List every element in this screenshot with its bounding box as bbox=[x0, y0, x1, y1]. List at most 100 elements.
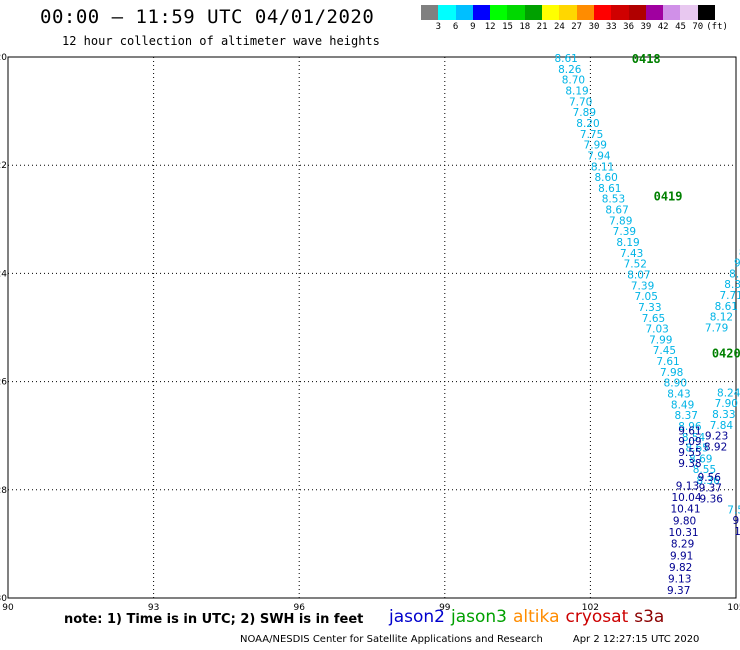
wave-height-value: 7.71 bbox=[719, 290, 740, 302]
footer-note: note: 1) Time is in UTC; 2) SWH is in fe… bbox=[64, 612, 364, 627]
lon-tick-label: 105 bbox=[727, 603, 740, 613]
wave-height-value: 8.70 bbox=[562, 75, 585, 87]
wave-height-value: 7.84 bbox=[710, 420, 734, 432]
altimeter-track: 8.107.438.429.358.778.397.718.618.127.79 bbox=[705, 247, 740, 335]
wave-height-value: 7.33 bbox=[638, 302, 661, 314]
color-scale-label: 12 bbox=[484, 22, 496, 32]
credit-text: NOAA/NESDIS Center for Satellite Applica… bbox=[240, 634, 543, 645]
color-swatch bbox=[628, 5, 646, 20]
wave-height-value: 9.37 bbox=[699, 483, 722, 495]
wave-height-value: 7.39 bbox=[631, 280, 654, 292]
wave-height-value: 9.13 bbox=[668, 574, 691, 586]
color-scale-label: 45 bbox=[675, 22, 686, 32]
wave-height-value: 7.65 bbox=[642, 313, 665, 325]
legend-item-jason3: jason3 bbox=[451, 607, 507, 627]
wave-height-value: 8.11 bbox=[591, 161, 614, 173]
lon-tick-label: 99 bbox=[439, 603, 451, 613]
lat-tick-label: -30 bbox=[0, 594, 7, 604]
wave-height-value: 8.65 bbox=[685, 443, 708, 455]
altimeter-tracks: 8.618.268.708.197.707.898.207.757.997.94… bbox=[554, 53, 740, 597]
wave-height-value: 9.09 bbox=[678, 436, 701, 448]
color-scale-label: 9 bbox=[470, 22, 476, 32]
wave-height-value: 7.75 bbox=[580, 129, 603, 141]
wave-height-value: 8.77 bbox=[729, 268, 740, 280]
lon-tick-label: 93 bbox=[148, 603, 159, 613]
map-grid bbox=[8, 57, 736, 598]
wave-height-value: 9.91 bbox=[670, 550, 693, 562]
altimeter-track: 7.59 bbox=[727, 504, 740, 516]
page-subtitle: 12 hour collection of altimeter wave hei… bbox=[62, 34, 380, 48]
color-scale-label: (ft) bbox=[706, 22, 728, 32]
wave-height-value: 9.37 bbox=[667, 585, 690, 597]
wave-height-value: 9.82 bbox=[669, 562, 692, 574]
page-title: 00:00 – 11:59 UTC 04/01/2020 bbox=[40, 6, 375, 28]
color-scale-label: 70 bbox=[692, 22, 704, 32]
wave-height-value: 7.05 bbox=[635, 291, 658, 303]
wave-height-value: 9.38 bbox=[678, 458, 701, 470]
color-swatch bbox=[576, 5, 594, 20]
color-scale-label: 21 bbox=[536, 22, 548, 32]
wave-height-value: 9.36 bbox=[700, 493, 724, 505]
lat-tick-label: -22 bbox=[0, 161, 7, 171]
wave-height-value: 9.14 bbox=[733, 515, 740, 527]
wave-height-value: 7.43 bbox=[620, 248, 643, 260]
wave-height-value: 8.61 bbox=[598, 183, 621, 195]
color-scale-label: 33 bbox=[605, 22, 617, 32]
color-scale-labels: 3 6 9 12 15 18 21 24 27 30 33 36 39 42 45 70 (ft) bbox=[421, 22, 740, 34]
color-scale-label: 27 bbox=[571, 22, 583, 32]
track-time-labels: 041804190420024800 bbox=[632, 52, 740, 360]
wave-height-value: 10.01 bbox=[739, 537, 740, 549]
color-swatch bbox=[559, 5, 577, 20]
wave-height-value: 8.42 bbox=[739, 247, 740, 259]
lon-tick-label: 96 bbox=[293, 603, 305, 613]
altimeter-track: 8.247.908.337.84 bbox=[710, 387, 740, 431]
wave-height-value: 8.26 bbox=[558, 64, 582, 76]
wave-height-value: 9.23 bbox=[705, 431, 728, 443]
wave-height-value: 8.07 bbox=[627, 269, 650, 281]
color-swatch bbox=[593, 5, 612, 20]
satellite-legend: jason2 jason3 altika cryosat s3a bbox=[389, 607, 670, 627]
wave-height-value: 8.20 bbox=[576, 118, 599, 130]
color-scale-label: 6 bbox=[452, 22, 459, 32]
color-swatch bbox=[697, 5, 716, 20]
color-swatch bbox=[524, 5, 543, 20]
wave-height-value: 7.70 bbox=[569, 96, 592, 108]
wave-height-value: 7.98 bbox=[660, 367, 683, 379]
wave-height-value: 7.79 bbox=[705, 323, 728, 335]
wave-height-value: 9.80 bbox=[673, 515, 696, 527]
altimeter-track: 9.1410.9810.0110.728.6410.519.209.12 bbox=[733, 515, 740, 549]
map-frame bbox=[7, 56, 737, 599]
lat-tick-label: -20 bbox=[0, 53, 7, 63]
wave-height-value: 7.94 bbox=[587, 150, 611, 162]
axis-ticks: 90 93 96 99 102 105 -20 -22 -24 -26 -28 -30 bbox=[0, 53, 740, 613]
color-swatch bbox=[455, 5, 473, 20]
wave-height-value: 7.39 bbox=[613, 226, 636, 238]
color-scale-bar bbox=[421, 5, 716, 20]
color-swatch bbox=[438, 5, 456, 20]
wave-height-value: 10.31 bbox=[669, 527, 699, 539]
wave-height-value: 8.29 bbox=[671, 539, 694, 551]
wave-height-value: 8.33 bbox=[712, 409, 735, 421]
wave-height-value: 8.60 bbox=[594, 172, 617, 184]
wave-height-value: 10.04 bbox=[671, 492, 701, 504]
wave-height-value: 7.03 bbox=[645, 324, 668, 336]
wave-height-value: 8.90 bbox=[664, 378, 687, 390]
wave-height-value: 9.61 bbox=[678, 425, 701, 437]
wave-height-value: 8.53 bbox=[602, 194, 625, 206]
color-scale-label: 15 bbox=[502, 22, 513, 32]
track-time-label: 0419 bbox=[654, 189, 683, 203]
color-scale-label: 39 bbox=[640, 22, 652, 32]
wave-height-value: 7.45 bbox=[653, 345, 676, 357]
color-swatch bbox=[542, 5, 560, 20]
altimeter-track: 9.569.379.36 bbox=[698, 472, 724, 506]
color-swatch bbox=[490, 5, 508, 20]
wave-height-value: 8.67 bbox=[605, 205, 628, 217]
wave-height-value: 8.43 bbox=[667, 389, 690, 401]
wave-height-value: 7.89 bbox=[609, 215, 632, 227]
color-scale-label: 42 bbox=[657, 22, 669, 32]
legend-item-cryosat: cryosat bbox=[565, 607, 629, 627]
wave-height-value: 8.24 bbox=[717, 387, 740, 399]
wave-height-value: 9.55 bbox=[678, 447, 701, 459]
wave-height-value: 8.37 bbox=[675, 410, 698, 422]
color-scale-label: 36 bbox=[623, 22, 635, 32]
